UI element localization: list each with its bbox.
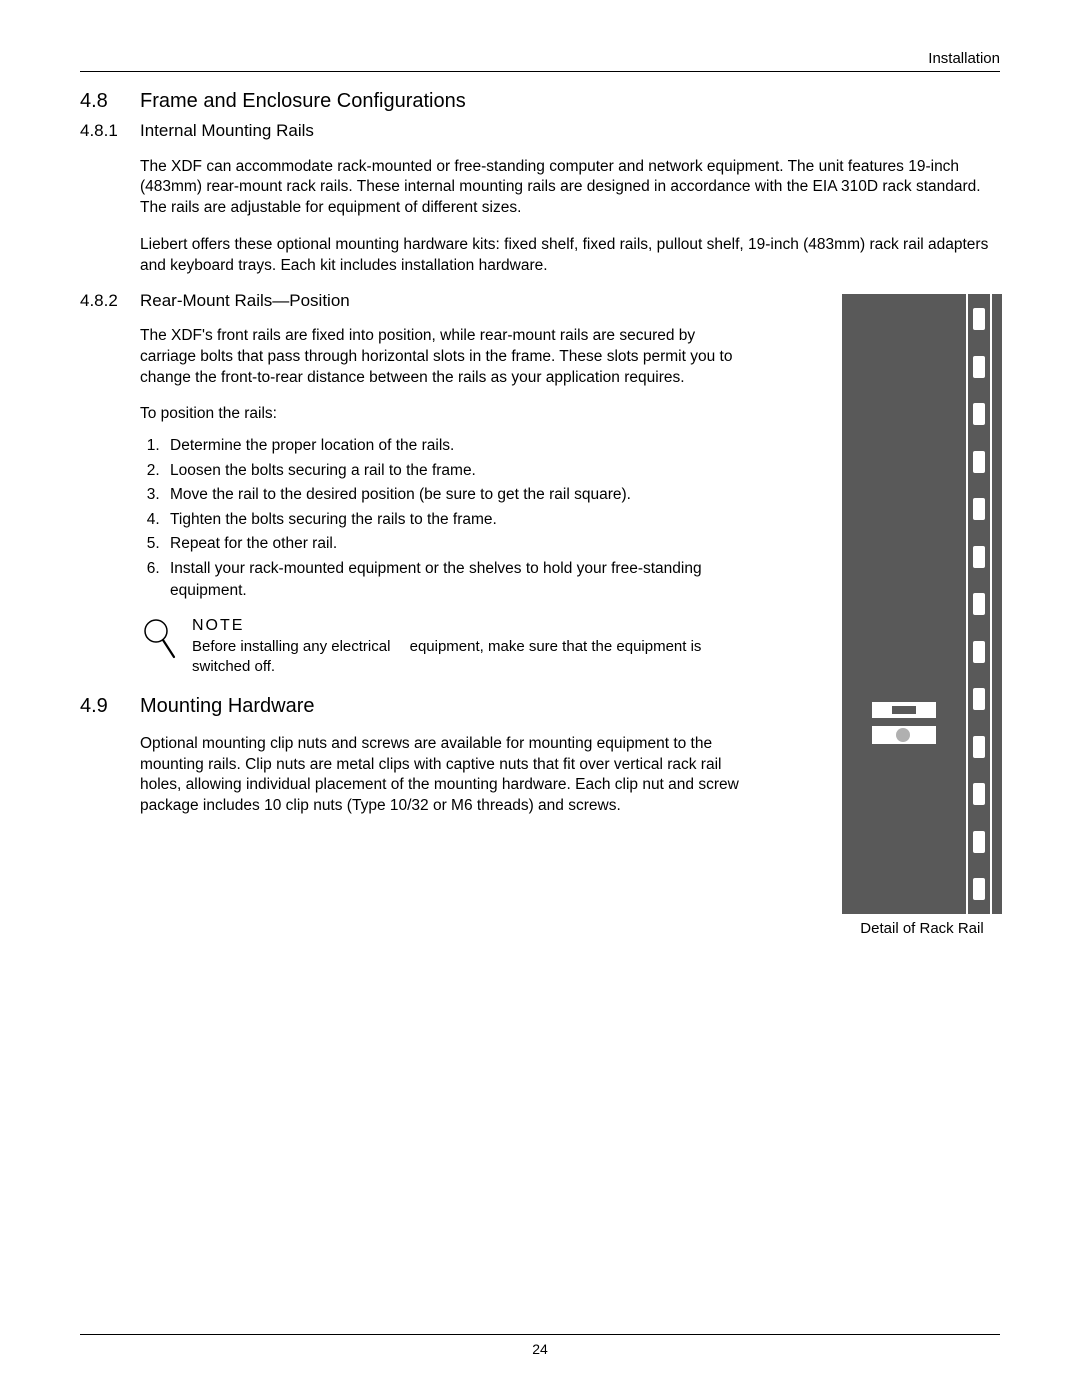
rack-rail-hole [973,783,985,805]
paragraph: The XDF's front rails are fixed into pos… [140,326,740,389]
section-heading-4-8: 4.8 Frame and Enclosure Configurations [80,90,1000,113]
paragraph: The XDF can accommodate rack-mounted or … [140,157,1000,220]
subsection-number: 4.8.2 [80,291,140,311]
rack-rail-hole [973,546,985,568]
paragraph: To position the rails: [140,404,740,425]
clip-slot [892,706,916,714]
rack-rail-hole [973,878,985,900]
rack-rail-hole [973,641,985,663]
section-title: Frame and Enclosure Configurations [140,90,466,113]
paragraph: Optional mounting clip nuts and screws a… [140,734,740,818]
step-item: Install your rack-mounted equipment or t… [164,558,740,603]
nut-circle [896,728,910,742]
clip-nut-top [872,702,936,718]
step-item: Repeat for the other rail. [164,533,740,555]
document-page: Installation 4.8 Frame and Enclosure Con… [0,0,1080,1397]
paragraph: Liebert offers these optional mounting h… [140,235,1000,277]
subsection-heading-4-8-1: 4.8.1 Internal Mounting Rails [80,121,1000,141]
magnifier-icon [140,617,192,678]
note-text: Before installing any electrical equipme… [192,637,740,678]
rack-rail-panel [842,294,1002,914]
rack-rail-hole [973,498,985,520]
page-footer: 24 [80,1334,1000,1357]
clip-nut-bottom [872,726,936,744]
rack-rail-hole [973,403,985,425]
rack-rail-hole [973,831,985,853]
page-header: Installation [80,50,1000,72]
section-title: Mounting Hardware [140,695,315,718]
subsection-title: Rear-Mount Rails—Position [140,291,350,311]
ordered-steps-list: Determine the proper location of the rai… [140,435,740,602]
step-item: Loosen the bolts securing a rail to the … [164,460,740,482]
subsection-number: 4.8.1 [80,121,140,141]
note-callout: NOTE Before installing any electrical eq… [140,617,740,678]
page-number: 24 [532,1341,548,1357]
rack-rail-hole [973,451,985,473]
step-item: Move the rail to the desired position (b… [164,484,740,506]
rack-rail-hole [973,593,985,615]
note-body: NOTE Before installing any electrical eq… [192,617,740,678]
section-number: 4.8 [80,90,140,113]
rack-rail-hole [973,356,985,378]
rack-rail-figure: Detail of Rack Rail [842,294,1002,937]
rack-rail-hole [973,736,985,758]
rack-rail-hole [973,688,985,710]
note-title: NOTE [192,617,740,635]
subsection-title: Internal Mounting Rails [140,121,314,141]
step-item: Tighten the bolts securing the rails to … [164,509,740,531]
figure-caption: Detail of Rack Rail [842,920,1002,937]
rack-rail-strip [966,294,992,914]
step-item: Determine the proper location of the rai… [164,435,740,457]
header-section-label: Installation [928,50,1000,67]
section-number: 4.9 [80,695,140,718]
rack-rail-hole [973,308,985,330]
